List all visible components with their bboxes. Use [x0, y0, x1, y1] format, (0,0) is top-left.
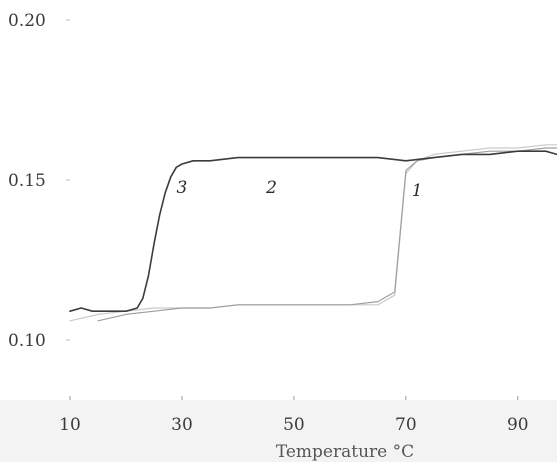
curve-label-3: 3 [177, 178, 188, 198]
x-axis-title: Temperature °C [276, 442, 414, 462]
axis-label-band [0, 400, 557, 462]
x-tick-label: 90 [507, 415, 529, 435]
y-tick-label: 0.15 [8, 171, 46, 191]
x-tick-label: 50 [283, 415, 305, 435]
curve-label-1: 1 [412, 181, 423, 201]
x-axis: 10 30 50 70 90 [59, 396, 529, 435]
x-tick-label: 70 [395, 415, 417, 435]
y-axis: 0.10 0.15 0.20 [8, 11, 70, 351]
x-tick-label: 30 [171, 415, 193, 435]
series-line-2 [97, 147, 557, 322]
series-layer [69, 144, 557, 322]
curve-label-2: 2 [265, 178, 277, 198]
series-line-3 [69, 150, 557, 313]
x-tick-label: 10 [59, 415, 81, 435]
y-tick-label: 0.10 [8, 331, 46, 351]
curve-label-layer: 3 2 1 [177, 178, 423, 201]
y-tick-label: 0.20 [8, 11, 46, 31]
